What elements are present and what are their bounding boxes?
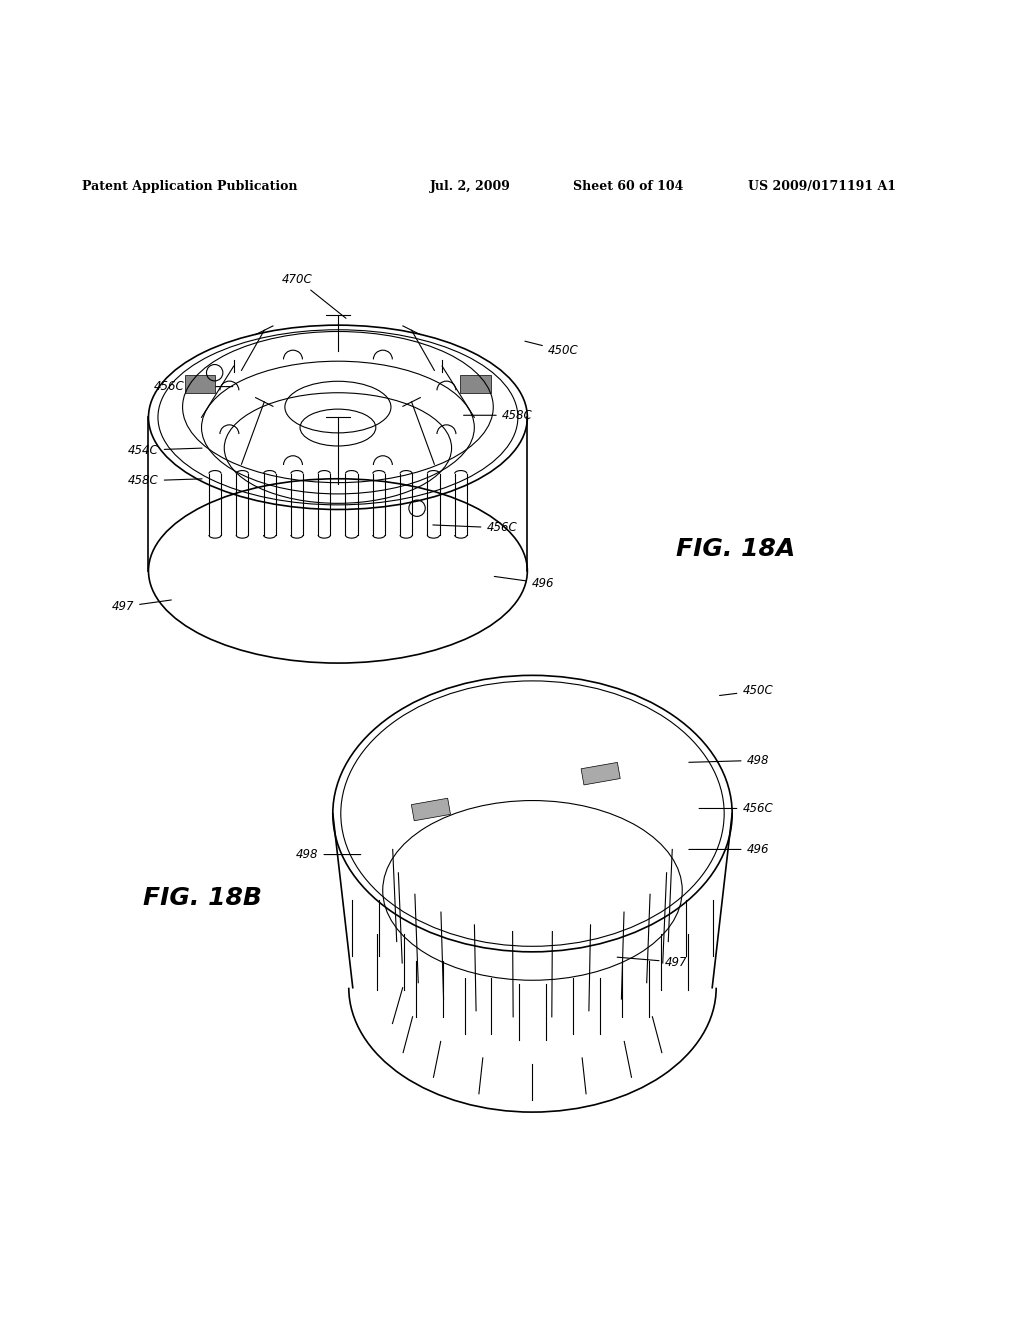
Text: 496: 496: [689, 843, 769, 855]
Text: 470C: 470C: [282, 272, 346, 318]
Bar: [184, 375, 215, 393]
Text: 498: 498: [689, 754, 769, 767]
Text: 450C: 450C: [525, 341, 579, 358]
Text: 498: 498: [296, 847, 360, 861]
Bar: [412, 799, 451, 821]
Text: US 2009/0171191 A1: US 2009/0171191 A1: [748, 181, 896, 194]
Text: 456C: 456C: [699, 803, 773, 814]
Text: Patent Application Publication: Patent Application Publication: [82, 181, 297, 194]
Text: 497: 497: [617, 956, 687, 969]
Text: FIG. 18B: FIG. 18B: [143, 886, 262, 909]
Text: 454C: 454C: [128, 444, 202, 457]
Text: 497: 497: [112, 601, 171, 614]
Text: 496: 496: [495, 577, 554, 590]
Text: 456C: 456C: [154, 380, 232, 393]
Text: 458C: 458C: [128, 474, 202, 487]
Bar: [581, 763, 621, 785]
Text: 450C: 450C: [720, 684, 773, 697]
Text: Sheet 60 of 104: Sheet 60 of 104: [573, 181, 684, 194]
Text: FIG. 18A: FIG. 18A: [676, 537, 795, 561]
Text: 458C: 458C: [464, 409, 532, 422]
Bar: [461, 375, 492, 393]
Text: 456C: 456C: [433, 521, 517, 535]
Text: Jul. 2, 2009: Jul. 2, 2009: [430, 181, 511, 194]
